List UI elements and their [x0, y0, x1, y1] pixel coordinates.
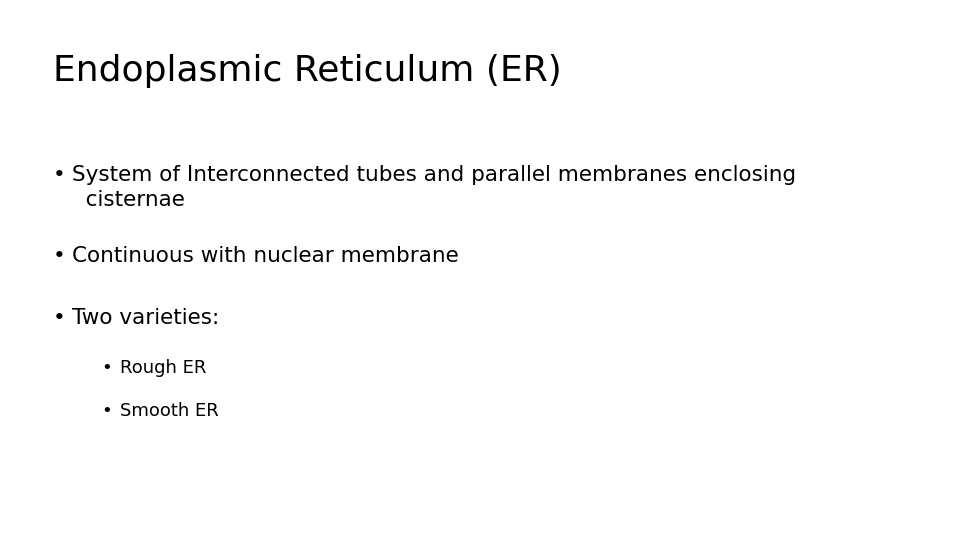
- Text: •: •: [53, 246, 65, 266]
- Text: •: •: [53, 308, 65, 328]
- Text: Rough ER: Rough ER: [120, 359, 206, 377]
- Text: Two varieties:: Two varieties:: [72, 308, 219, 328]
- Text: •: •: [101, 359, 111, 377]
- Text: Endoplasmic Reticulum (ER): Endoplasmic Reticulum (ER): [53, 54, 562, 88]
- Text: Continuous with nuclear membrane: Continuous with nuclear membrane: [72, 246, 459, 266]
- Text: •: •: [53, 165, 65, 185]
- Text: •: •: [101, 402, 111, 420]
- Text: Smooth ER: Smooth ER: [120, 402, 219, 420]
- Text: System of Interconnected tubes and parallel membranes enclosing
  cisternae: System of Interconnected tubes and paral…: [72, 165, 796, 210]
